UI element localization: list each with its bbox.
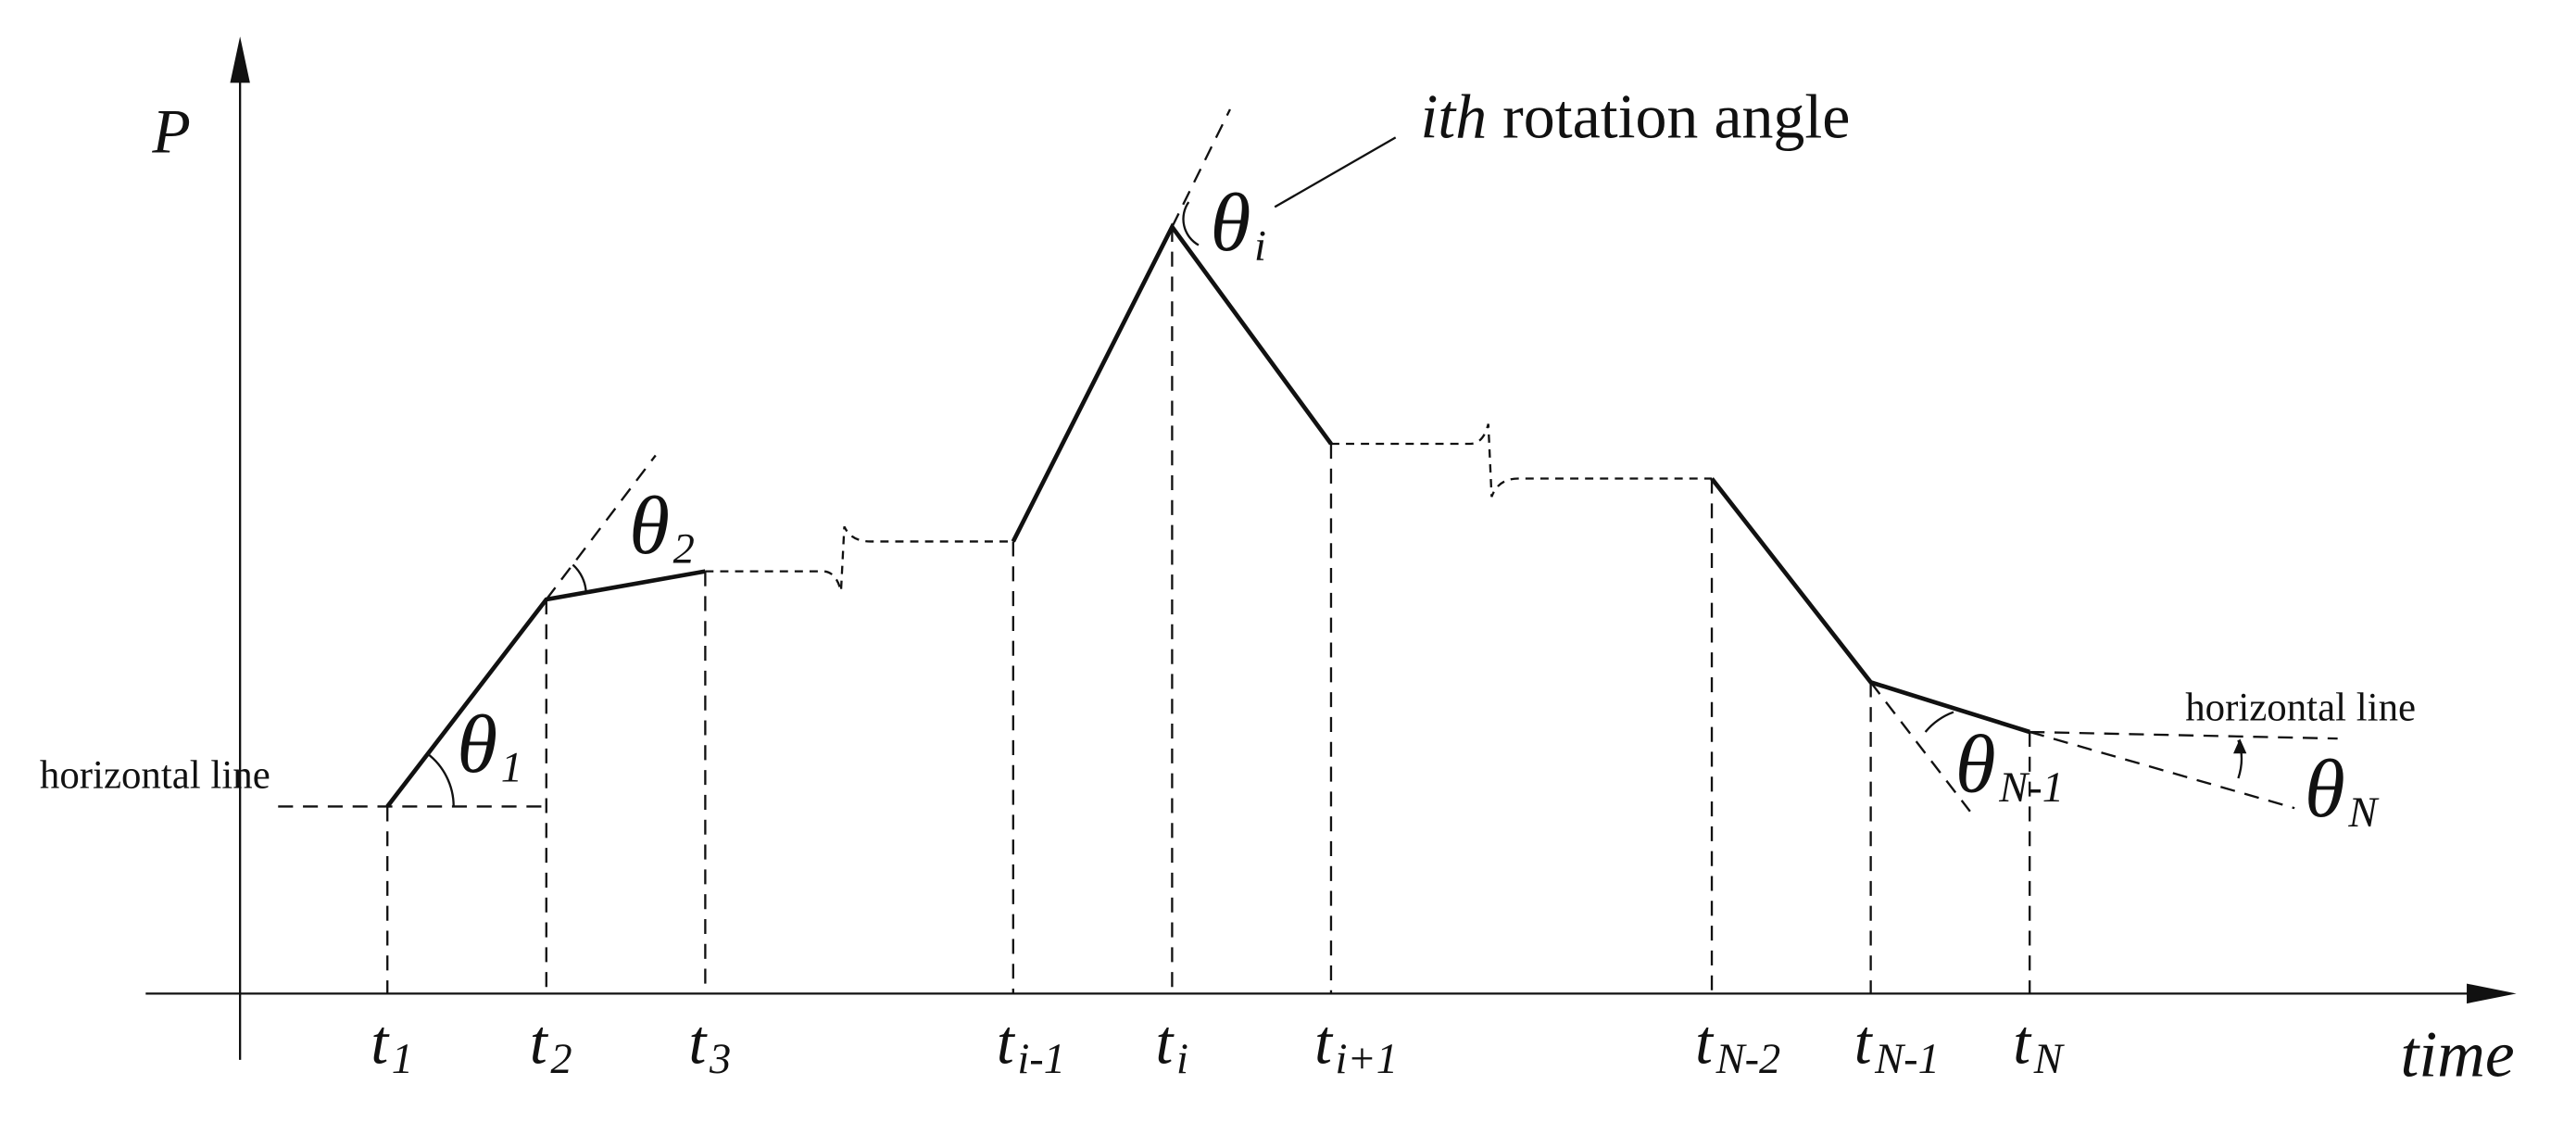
time-label-sub: N-1 [1874, 1036, 1940, 1083]
time-label: t N-1 [1854, 1006, 1940, 1083]
extension-line [1869, 681, 1971, 813]
angle-label: θ N-1 [1955, 718, 2064, 812]
time-label-base: t [1695, 1006, 1715, 1077]
angle-arc [572, 563, 587, 593]
time-label: t i-1 [997, 1006, 1065, 1083]
time-label-base: t [2013, 1006, 2032, 1077]
angle-label-sub: N [2347, 789, 2380, 837]
omitted-span [705, 525, 1013, 592]
omitted-span [1330, 423, 1713, 498]
time-label: t i+1 [1314, 1006, 1398, 1083]
time-label-base: t [689, 1006, 709, 1077]
arc-arrow [2233, 738, 2247, 754]
time-label-sub: 1 [392, 1036, 413, 1083]
time-label-base: t [1314, 1006, 1334, 1077]
time-label-sub: i-1 [1017, 1036, 1065, 1083]
angle-label-base: θ [1210, 177, 1250, 269]
angle-labels: θ 1θ 2θ iθ N-1 θ N [457, 177, 2380, 837]
angle-label-base: θ [2305, 743, 2345, 835]
angle-label-base: θ [457, 699, 497, 790]
note-italic: ith [1420, 81, 1487, 151]
extension-line [545, 454, 657, 600]
angle-label-sub: 1 [501, 745, 522, 792]
time-label-sub: i+1 [1336, 1036, 1398, 1083]
time-label-base: t [997, 1006, 1016, 1077]
angle-label-base: θ [1955, 718, 1996, 810]
horizontal-reference [2029, 730, 2338, 740]
x-axis-label: time [2401, 1018, 2515, 1091]
x-arrow [2467, 983, 2517, 1004]
angle-arc [1924, 711, 1954, 733]
time-label-sub: i [1176, 1036, 1188, 1083]
horizontal-line-label: horizontal line [2185, 686, 2416, 729]
angle-arc [1182, 201, 1200, 246]
leader-line [1274, 136, 1397, 208]
y-axis-label: P [151, 95, 190, 166]
time-labels: t 1 t 2 t 3 t i-1 t i t i+1 t N-2 t N-1 t N [371, 1006, 2065, 1083]
rotation-angle-note: ith rotation angle [1420, 81, 1850, 151]
time-label-sub: 2 [550, 1036, 572, 1083]
time-label-sub: N [2033, 1036, 2066, 1083]
angle-arc [426, 752, 455, 807]
time-label-sub: 3 [709, 1036, 731, 1083]
time-label: t N-2 [1695, 1006, 1780, 1083]
angle-label-base: θ [629, 480, 670, 572]
horizontal-line-label: horizontal line [40, 754, 270, 798]
angle-label-sub: N-1 [1998, 764, 2064, 812]
time-label-base: t [530, 1006, 549, 1077]
angle-label-sub: 2 [673, 526, 695, 574]
y-arrow [230, 36, 250, 83]
time-label-base: t [1854, 1006, 1874, 1077]
angle-label-sub: i [1254, 223, 1266, 271]
extension-line [1171, 108, 1231, 228]
time-label-base: t [371, 1006, 390, 1077]
note-text: rotation angle [1502, 81, 1850, 151]
time-label-base: t [1156, 1006, 1175, 1077]
time-label-sub: N-2 [1715, 1036, 1781, 1083]
extension-line [2029, 730, 2295, 810]
drop-lines [386, 226, 2031, 994]
